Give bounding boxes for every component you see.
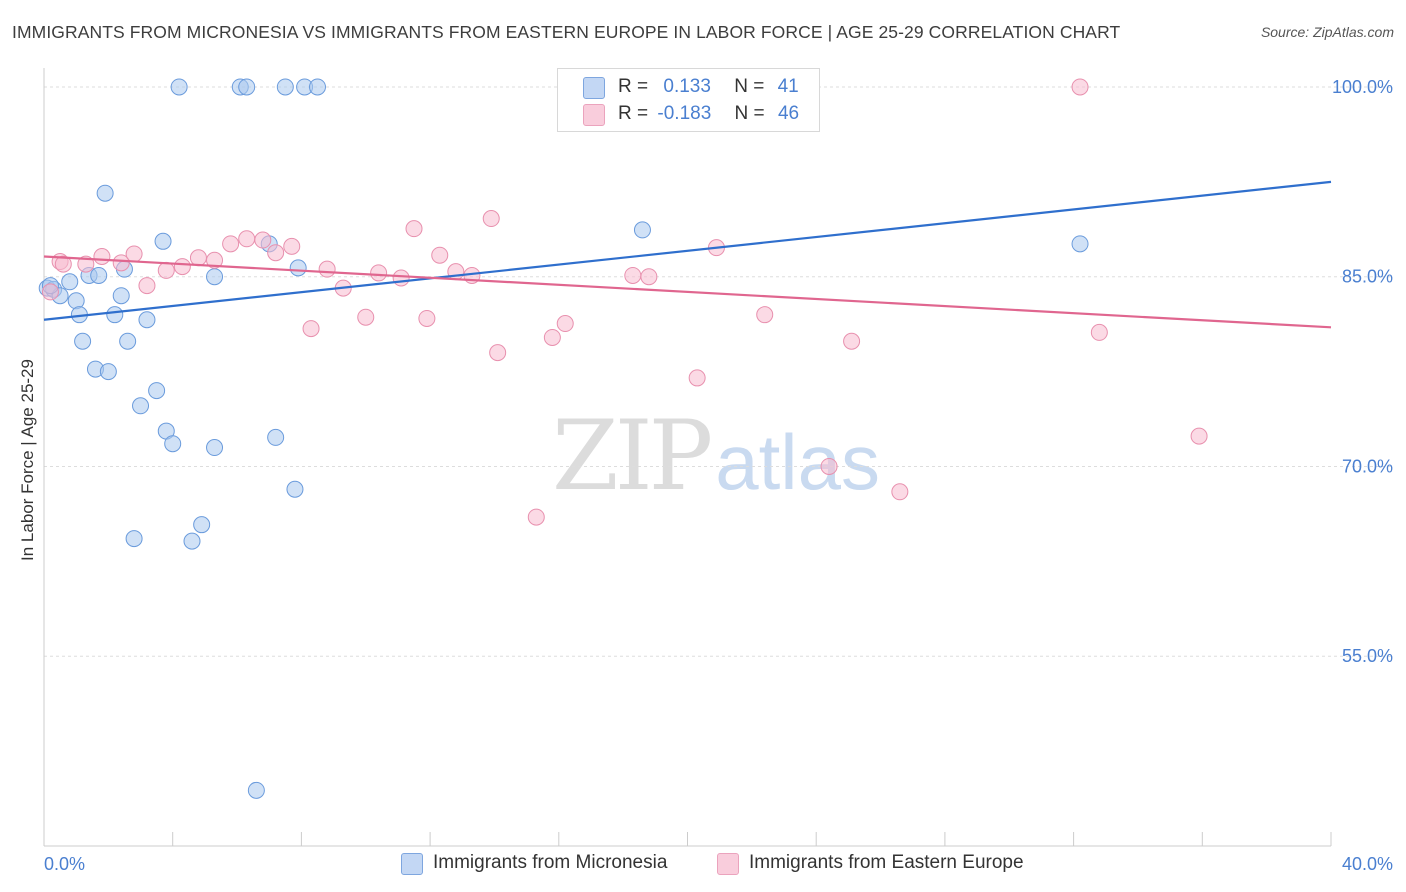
legend-swatch-eastern-europe: [583, 104, 605, 126]
bottom-legend-label: Immigrants from Micronesia: [433, 852, 668, 873]
point-eastern-europe: [283, 237, 301, 255]
point-eastern-europe: [157, 261, 175, 279]
point-eastern-europe: [238, 230, 256, 248]
point-eastern-europe: [405, 220, 423, 238]
point-micronesia: [132, 397, 150, 415]
point-eastern-europe: [891, 483, 909, 501]
point-micronesia: [206, 268, 224, 286]
bottom-legend-swatch-eastern-europe: [717, 853, 739, 875]
trendline-eastern-europe: [43, 255, 1332, 329]
point-micronesia: [74, 332, 92, 350]
point-eastern-europe: [267, 244, 285, 262]
point-micronesia: [96, 184, 114, 202]
point-eastern-europe: [1190, 427, 1208, 445]
legend-n-label: N =: [734, 103, 765, 124]
point-eastern-europe: [173, 258, 191, 276]
point-micronesia: [308, 78, 326, 96]
point-eastern-europe: [556, 315, 574, 333]
point-micronesia: [99, 363, 117, 381]
point-eastern-europe: [820, 457, 838, 475]
point-eastern-europe: [1071, 78, 1089, 96]
y-tick-label: 100.0%: [1332, 77, 1393, 97]
point-eastern-europe: [370, 264, 388, 282]
point-eastern-europe: [431, 246, 449, 264]
legend-r-value: 0.133: [663, 76, 711, 97]
point-micronesia: [170, 78, 188, 96]
point-micronesia: [238, 78, 256, 96]
point-eastern-europe: [254, 231, 272, 249]
point-eastern-europe: [756, 306, 774, 324]
point-eastern-europe: [93, 247, 111, 265]
x-tick-label: 40.0%: [1342, 854, 1393, 874]
point-micronesia: [276, 78, 294, 96]
point-eastern-europe: [418, 309, 436, 327]
point-eastern-europe: [318, 260, 336, 278]
point-eastern-europe: [138, 277, 156, 295]
point-micronesia: [138, 311, 156, 329]
point-micronesia: [286, 480, 304, 498]
point-micronesia: [164, 435, 182, 453]
legend-n-value: 46: [777, 103, 800, 124]
point-micronesia: [183, 532, 201, 550]
point-eastern-europe: [392, 269, 410, 287]
legend-r-label: R =: [618, 103, 649, 124]
point-micronesia: [206, 439, 224, 457]
point-eastern-europe: [843, 332, 861, 350]
point-micronesia: [67, 292, 85, 310]
legend-r-label: R =: [618, 76, 649, 97]
x-tick-label: 0.0%: [44, 854, 85, 874]
point-micronesia: [106, 306, 124, 324]
point-eastern-europe: [640, 268, 658, 286]
point-micronesia: [112, 287, 130, 305]
legend-n-value: 41: [777, 76, 799, 97]
point-micronesia: [193, 516, 211, 534]
point-eastern-europe: [206, 251, 224, 269]
point-eastern-europe: [54, 255, 72, 273]
y-tick-label: 85.0%: [1342, 267, 1393, 287]
legend-r-value: -0.183: [657, 103, 712, 124]
point-eastern-europe: [112, 254, 130, 272]
point-eastern-europe: [1090, 323, 1108, 341]
point-micronesia: [633, 221, 651, 239]
bottom-legend-label: Immigrants from Eastern Europe: [749, 852, 1024, 873]
point-eastern-europe: [624, 266, 642, 284]
point-micronesia: [267, 428, 285, 446]
point-eastern-europe: [125, 245, 143, 263]
point-eastern-europe: [222, 235, 240, 253]
point-micronesia: [119, 332, 137, 350]
source-label: Source: ZipAtlas.com: [1260, 24, 1394, 40]
chart-title: IMMIGRANTS FROM MICRONESIA VS IMMIGRANTS…: [12, 22, 1121, 42]
point-eastern-europe: [527, 508, 545, 526]
point-eastern-europe: [543, 328, 561, 346]
point-micronesia: [247, 781, 265, 799]
point-micronesia: [1071, 235, 1089, 253]
legend-n-label: N =: [734, 76, 765, 97]
point-micronesia: [289, 259, 307, 277]
y-tick-label: 55.0%: [1342, 646, 1393, 666]
point-eastern-europe: [357, 308, 375, 326]
point-micronesia: [61, 273, 79, 291]
point-eastern-europe: [41, 283, 59, 301]
point-eastern-europe: [302, 320, 320, 338]
bottom-legend-swatch-micronesia: [401, 853, 423, 875]
y-tick-label: 70.0%: [1342, 456, 1393, 476]
point-micronesia: [154, 232, 172, 250]
point-micronesia: [125, 530, 143, 548]
stats-legend: R = 0.133 N = 41 R = -0.183 N = 46: [557, 68, 820, 132]
y-axis-label: In Labor Force | Age 25-29: [18, 359, 37, 561]
legend-swatch-micronesia: [583, 77, 605, 99]
trendline-micronesia: [43, 180, 1332, 321]
point-eastern-europe: [189, 249, 207, 267]
point-micronesia: [90, 266, 108, 284]
point-micronesia: [148, 382, 166, 400]
point-eastern-europe: [482, 210, 500, 228]
point-eastern-europe: [688, 369, 706, 387]
point-eastern-europe: [489, 344, 507, 362]
